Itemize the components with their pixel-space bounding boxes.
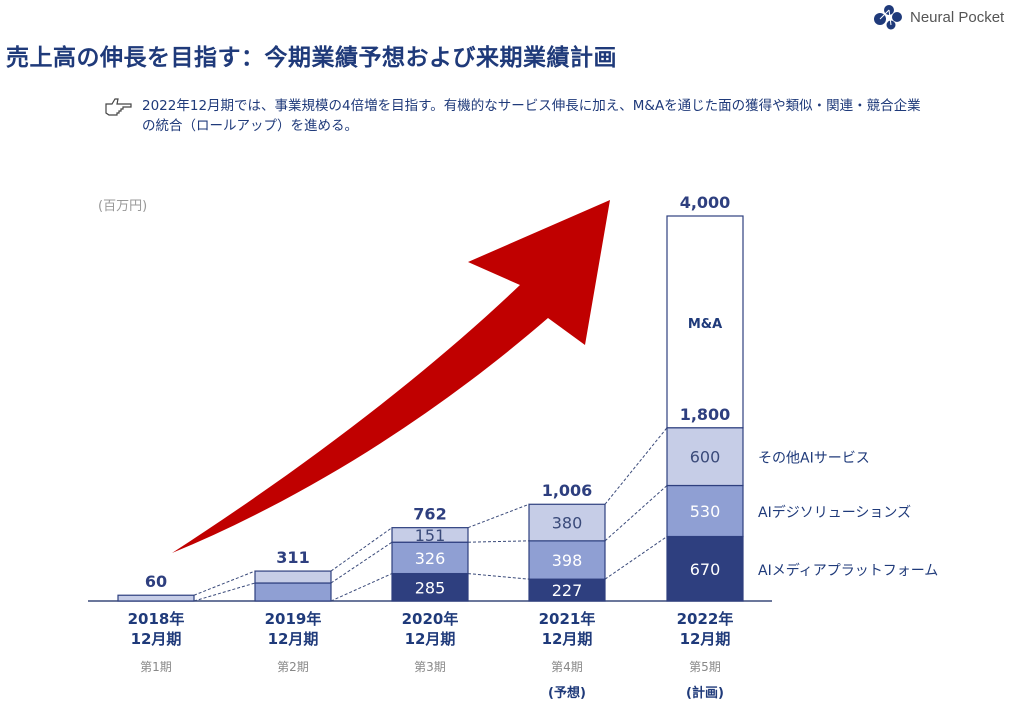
connector-line <box>604 427 668 505</box>
segment-label: 326 <box>415 549 446 568</box>
term-note: (計画) <box>686 685 724 701</box>
segment-label: 398 <box>552 551 583 570</box>
category-month: 12月期 <box>680 630 731 648</box>
neural-pocket-logo-icon <box>874 5 902 30</box>
bar-segment <box>666 215 744 429</box>
term-label: 第4期 <box>551 660 583 674</box>
subtotal-label: 1,800 <box>680 405 731 424</box>
bar-segment <box>528 540 606 580</box>
connector-line <box>330 573 393 602</box>
segment-label: 380 <box>552 514 583 533</box>
bar-segment <box>254 570 332 584</box>
segment-label: 530 <box>690 502 721 521</box>
bar-segment <box>254 582 332 602</box>
bar-segment <box>117 594 195 602</box>
segment-label: 285 <box>415 578 446 597</box>
total-label: 60 <box>145 572 167 591</box>
connector-line <box>330 527 393 572</box>
page-title: 売上高の伸長を目指す：今期業績予想および来期業績計画 <box>6 45 617 71</box>
growth-arrow <box>172 200 610 553</box>
bar-segment <box>666 535 744 602</box>
unit-label: (百万円) <box>98 199 148 214</box>
segment-label: 227 <box>552 581 583 600</box>
category-year: 2021年 <box>539 610 596 628</box>
total-label: 1,006 <box>542 481 593 500</box>
connector-line <box>604 485 668 542</box>
legend-label: AIデジソリューションズ <box>758 504 911 521</box>
category-month: 12月期 <box>405 630 456 648</box>
pointing-hand-icon <box>105 98 132 116</box>
term-label: 第2期 <box>277 660 309 674</box>
segment-label: 151 <box>415 526 446 545</box>
category-month: 12月期 <box>131 630 182 648</box>
connector-line <box>330 541 393 584</box>
legend-label: その他AIサービス <box>758 451 870 467</box>
term-note: (予想) <box>548 685 586 701</box>
segment-label: 670 <box>690 560 721 579</box>
lead-text: 2022年12月期では、事業規模の4倍増を目指す。有機的なサービス伸長に加え、M… <box>142 98 921 134</box>
segment-label: M&A <box>688 317 722 332</box>
segment-label: 600 <box>690 448 721 467</box>
connector-line <box>467 503 530 529</box>
category-year: 2018年 <box>128 610 185 628</box>
bar-segment <box>666 427 744 487</box>
connector-line <box>467 540 530 543</box>
connector-line <box>467 573 530 580</box>
connector-line <box>604 536 668 580</box>
logo-text: Neural Pocket <box>910 8 1005 26</box>
category-month: 12月期 <box>542 630 593 648</box>
connector-line <box>193 570 256 596</box>
total-label: 4,000 <box>680 193 731 212</box>
category-year: 2022年 <box>677 610 734 628</box>
category-year: 2019年 <box>265 610 322 628</box>
company-logo: Neural Pocket <box>872 4 1004 30</box>
term-label: 第1期 <box>140 660 172 674</box>
connector-line <box>193 582 256 602</box>
legend-label: AIメディアプラットフォーム <box>758 562 938 579</box>
bar-segment <box>391 527 469 543</box>
category-month: 12月期 <box>268 630 319 648</box>
bar-segment <box>528 503 606 542</box>
total-label: 762 <box>413 505 446 524</box>
term-label: 第5期 <box>689 660 721 674</box>
total-label: 311 <box>276 548 309 567</box>
term-label: 第3期 <box>414 660 446 674</box>
category-year: 2020年 <box>402 610 459 628</box>
